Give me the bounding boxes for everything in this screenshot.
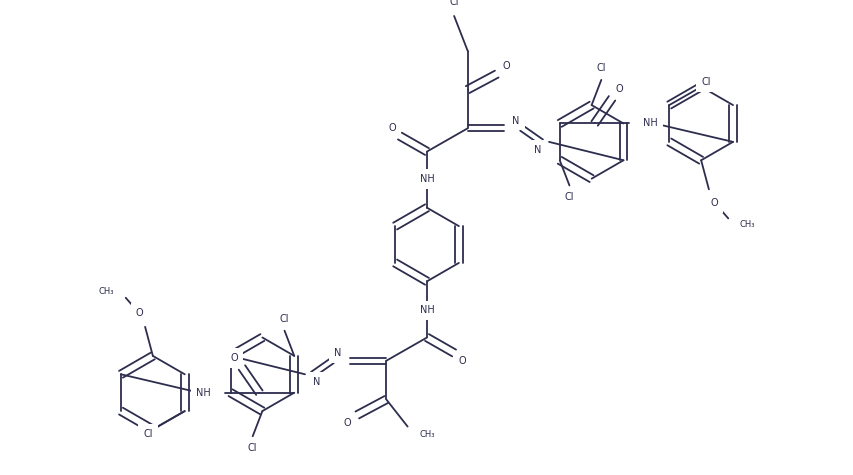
Text: N: N <box>533 144 541 155</box>
Text: O: O <box>615 84 623 94</box>
Text: CH₃: CH₃ <box>739 219 755 228</box>
Text: N: N <box>334 348 341 358</box>
Text: CH₃: CH₃ <box>98 287 114 296</box>
Text: NH: NH <box>196 388 211 398</box>
Text: O: O <box>388 124 396 133</box>
Text: O: O <box>457 356 465 366</box>
Text: Cl: Cl <box>564 192 573 202</box>
Text: O: O <box>710 198 717 208</box>
Text: CH₃: CH₃ <box>419 430 434 439</box>
Text: O: O <box>502 61 509 71</box>
Text: O: O <box>230 353 238 363</box>
Text: Cl: Cl <box>247 443 257 453</box>
Text: Cl: Cl <box>449 0 458 8</box>
Text: O: O <box>344 418 351 428</box>
Text: O: O <box>136 308 143 318</box>
Text: NH: NH <box>419 305 434 315</box>
Text: Cl: Cl <box>280 314 289 324</box>
Text: N: N <box>312 377 320 387</box>
Text: NH: NH <box>419 174 434 184</box>
Text: NH: NH <box>642 118 657 128</box>
Text: Cl: Cl <box>596 63 606 73</box>
Text: N: N <box>512 115 519 125</box>
Text: Cl: Cl <box>143 429 153 439</box>
Text: Cl: Cl <box>700 77 710 87</box>
